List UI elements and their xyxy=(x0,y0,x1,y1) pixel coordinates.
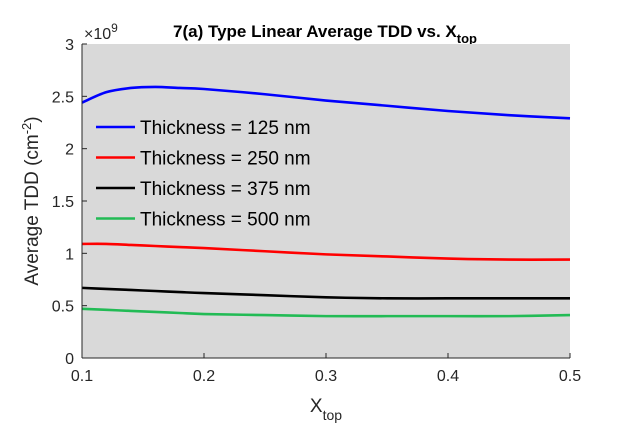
y-multiplier-exponent: 9 xyxy=(111,21,118,35)
y-tick-label: 1.5 xyxy=(52,194,74,211)
x-axis-ticks: 0.1 0.2 0.3 0.4 0.5 xyxy=(71,353,581,385)
x-tick-label: 0.1 xyxy=(71,368,93,385)
chart-title-subscript: top xyxy=(457,31,477,46)
legend-label-3: Thickness = 375 nm xyxy=(140,179,311,200)
y-axis-ticks: 0 0.5 1 1.5 2 2.5 3 xyxy=(52,37,87,368)
y-axis-label-superscript: -2 xyxy=(19,123,34,135)
x-tick-label: 0.3 xyxy=(315,368,337,385)
y-tick-label: 0.5 xyxy=(52,299,74,316)
y-tick-label: 0 xyxy=(65,351,74,368)
plot-area xyxy=(82,44,570,358)
x-axis-label-base: X xyxy=(310,396,323,417)
legend-label-2: Thickness = 250 nm xyxy=(140,149,311,170)
y-tick-label: 2.5 xyxy=(52,89,74,106)
x-axis-label-subscript: top xyxy=(323,407,343,423)
y-axis-multiplier: ×109 xyxy=(84,21,118,43)
x-tick-label: 0.5 xyxy=(559,368,581,385)
y-multiplier-prefix: ×10 xyxy=(84,26,111,43)
series-line-4 xyxy=(81,307,571,318)
series-lines xyxy=(81,85,571,318)
legend-label-4: Thickness = 500 nm xyxy=(140,210,311,231)
series-line-1 xyxy=(81,85,571,120)
x-tick-label: 0.4 xyxy=(437,368,459,385)
y-axis-label-base: Average TDD (cm xyxy=(22,134,43,285)
legend: Thickness = 125 nm Thickness = 250 nm Thic… xyxy=(96,118,311,231)
y-tick-label: 1 xyxy=(65,246,74,263)
chart-title-main: 7(a) Type Linear Average TDD vs. X xyxy=(173,22,457,41)
x-axis-label: Xtop xyxy=(310,396,342,423)
y-tick-label: 2 xyxy=(65,142,74,159)
x-tick-label: 0.2 xyxy=(193,368,215,385)
chart-title: 7(a) Type Linear Average TDD vs. Xtop xyxy=(173,22,477,46)
series-line-3 xyxy=(81,286,570,300)
y-axis-label: Average TDD (cm-2) xyxy=(19,116,43,285)
y-axis-label-suffix: ) xyxy=(22,116,43,122)
legend-label-1: Thickness = 125 nm xyxy=(140,118,311,139)
series-line-2 xyxy=(81,242,571,261)
y-tick-label: 3 xyxy=(65,37,74,54)
